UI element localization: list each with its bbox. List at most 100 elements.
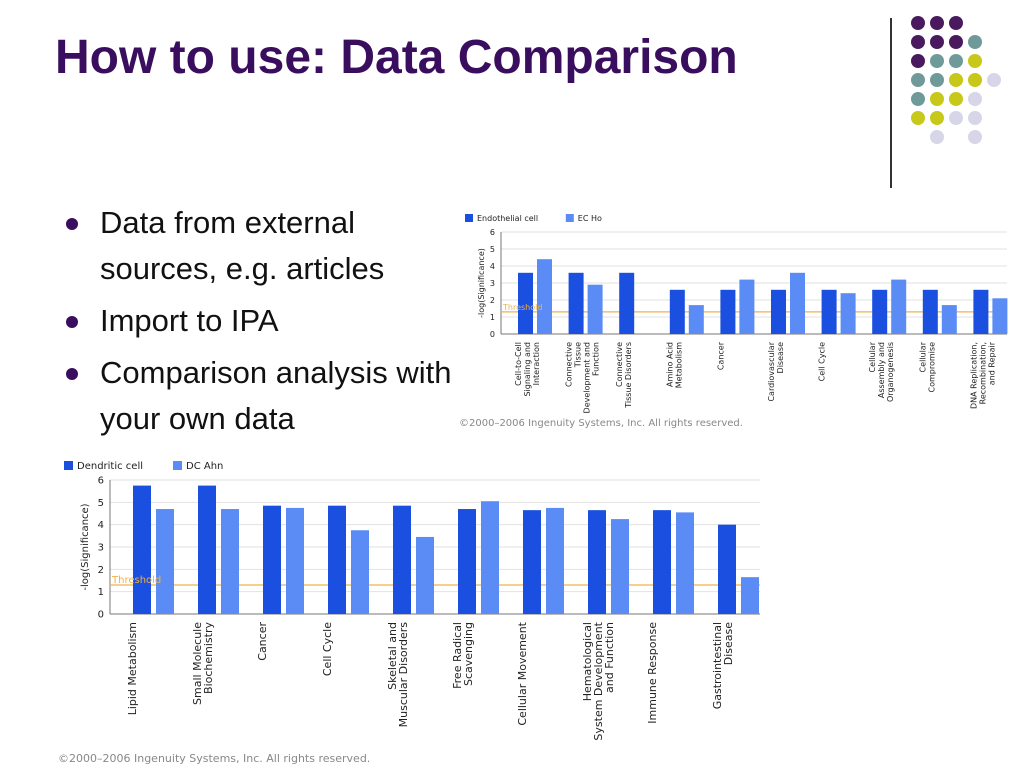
- slide-title: How to use: Data Comparison: [55, 31, 738, 84]
- chart-bar: [523, 510, 541, 614]
- y-tick-label: 6: [98, 476, 104, 487]
- chart-bar: [771, 289, 786, 334]
- bullet-list: Data from external sources, e.g. article…: [62, 200, 462, 448]
- category-label-line: Function: [592, 342, 601, 376]
- decorative-dot: [949, 92, 963, 106]
- decorative-dot: [930, 73, 944, 87]
- category-label-line: Cellular Movement: [516, 621, 529, 725]
- x-category-label: ConnectiveTissueDevelopment andFunction: [565, 342, 601, 414]
- category-label-line: Skeletal and: [386, 622, 399, 690]
- decorative-dot: [911, 92, 925, 106]
- chart-bar: [221, 509, 239, 614]
- chart-bar: [973, 289, 989, 334]
- category-label-line: Signaling and: [523, 342, 532, 397]
- category-label-line: Cardiovascular: [767, 341, 776, 401]
- y-tick-label: 6: [490, 228, 495, 237]
- chart-bar: [840, 293, 856, 334]
- chart-bar: [653, 510, 671, 614]
- decorative-dot-grid: [911, 16, 1001, 144]
- y-tick-label: 5: [98, 498, 104, 509]
- category-label-line: Cancer: [716, 341, 725, 370]
- chart-bar: [198, 485, 216, 614]
- legend-swatch: [64, 461, 73, 470]
- y-tick-label: 1: [98, 587, 104, 598]
- x-category-label: Amino AcidMetabolism: [666, 342, 684, 388]
- y-tick-label: 0: [490, 330, 495, 339]
- decorative-dot: [911, 54, 925, 68]
- chart-dendritic-comparison: Dendritic cell DC Ahn 0 1 2 3 4 5 6 -log(Signific…: [64, 461, 760, 741]
- chart-bar: [790, 272, 805, 334]
- decorative-dot: [911, 111, 925, 125]
- chart-endothelial-comparison: Endothelial cell EC Ho 0 1 2 3 4 5 6 -log(Signifi…: [465, 214, 1008, 414]
- y-tick-label: 2: [490, 296, 495, 305]
- chart-bar: [891, 279, 907, 334]
- chart-bar: [328, 505, 346, 614]
- y-tick-label: 1: [490, 313, 495, 322]
- category-label-line: Compromise: [928, 342, 937, 393]
- legend-label: EC Ho: [578, 214, 602, 223]
- y-tick-label: 4: [98, 520, 104, 531]
- y-tick-label: 5: [490, 245, 495, 254]
- x-category-label: Immune Response: [646, 622, 659, 724]
- y-tick-label: 0: [98, 610, 104, 621]
- chart-bar: [739, 279, 755, 334]
- category-label-line: Lipid Metabolism: [126, 622, 139, 715]
- x-category-label: Skeletal andMuscular Disorders: [386, 622, 410, 728]
- bullet-text: Data from external sources, e.g. article…: [100, 205, 385, 286]
- decorative-dot: [930, 111, 944, 125]
- bullet-item: Comparison analysis with your own data: [62, 350, 462, 442]
- category-label-line: Small Molecule: [191, 622, 204, 705]
- chart-bar: [133, 485, 151, 614]
- category-label-line: Free Radical: [451, 622, 464, 689]
- chart-legend: Endothelial cell EC Ho: [465, 214, 602, 223]
- chart-legend: Dendritic cell DC Ahn: [64, 461, 223, 472]
- category-label-line: Connective: [615, 342, 624, 387]
- decorative-dot: [930, 54, 944, 68]
- decorative-dot: [968, 54, 982, 68]
- chart-bar: [263, 505, 281, 614]
- chart1-copyright: ©2000–2006 Ingenuity Systems, Inc. All r…: [459, 418, 743, 429]
- legend-swatch: [173, 461, 182, 470]
- category-label-line: and Function: [603, 622, 616, 693]
- x-category-label: HematologicalSystem Developmentand Funct…: [581, 621, 616, 740]
- chart-bar: [922, 289, 938, 334]
- decorative-dot: [968, 73, 982, 87]
- x-category-label: DNA Replication,Recombination,and Repair: [969, 341, 996, 409]
- chart-bar: [537, 259, 552, 334]
- decorative-dot: [949, 111, 963, 125]
- decorative-dot: [949, 54, 963, 68]
- decorative-dot: [949, 16, 963, 30]
- chart-bar: [676, 512, 694, 614]
- x-category-label: Small MoleculeBiochemistry: [191, 622, 215, 705]
- chart-bar: [669, 289, 685, 334]
- category-label-line: Recombination,: [978, 342, 987, 404]
- chart2-copyright: ©2000–2006 Ingenuity Systems, Inc. All r…: [58, 752, 371, 765]
- chart-bar: [941, 305, 957, 334]
- chart-bar: [720, 289, 736, 334]
- category-label-line: Cellular: [868, 341, 877, 372]
- chart-bar: [416, 536, 434, 614]
- x-category-label: Lipid Metabolism: [126, 622, 139, 715]
- category-label-line: Scavenging: [462, 622, 475, 686]
- chart-bar: [587, 284, 603, 334]
- category-label-line: Metabolism: [675, 342, 684, 388]
- chart-bar: [518, 272, 533, 334]
- decorative-dot: [949, 35, 963, 49]
- category-label-line: System Development: [592, 621, 605, 740]
- category-label-line: Tissue: [574, 342, 583, 368]
- decorative-dot: [949, 73, 963, 87]
- bullet-item: Data from external sources, e.g. article…: [62, 200, 462, 292]
- category-label-line: Cell Cycle: [818, 342, 827, 381]
- x-category-label: CellularAssembly andOrganogenesis: [868, 341, 895, 402]
- x-category-label: Cell Cycle: [321, 622, 334, 676]
- decorative-dot: [911, 35, 925, 49]
- y-tick-label: 3: [490, 279, 495, 288]
- category-label-line: Tissue Disorders: [624, 342, 633, 409]
- bullet-text: Import to IPA: [100, 303, 279, 338]
- legend-label: DC Ahn: [186, 461, 223, 472]
- chart-bar: [286, 507, 304, 614]
- decorative-dot: [968, 35, 982, 49]
- category-label-line: Cancer: [256, 622, 269, 661]
- category-label-line: DNA Replication,: [969, 342, 978, 409]
- decorative-dot: [911, 73, 925, 87]
